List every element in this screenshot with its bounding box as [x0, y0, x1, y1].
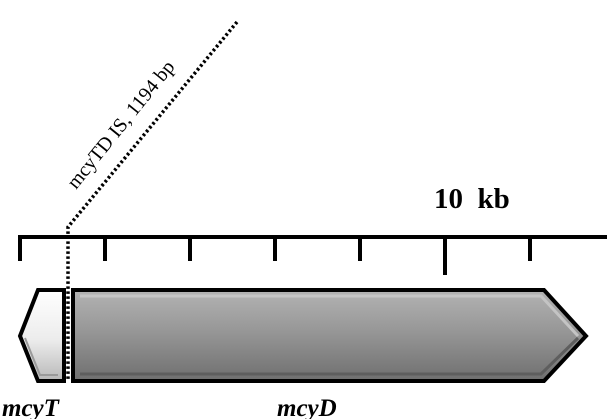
gene-arrows: mcyT mcyD — [2, 288, 589, 419]
insertion-label: mcyTD IS, 1194 bp — [63, 56, 180, 193]
gene-arrow-mcyD-bevel — [80, 294, 580, 338]
gene-label-mcyT: mcyT — [2, 395, 61, 419]
gene-arrow-mcyD-shadow — [80, 336, 580, 376]
gene-arrow-mcyT-shadow — [24, 337, 58, 376]
gene-arrow-mcyT — [17, 288, 66, 383]
scale-bar: 10 kb — [18, 183, 607, 275]
gene-label-mcyD: mcyD — [277, 395, 337, 419]
insertion-dotted-line — [66, 20, 239, 381]
gene-arrow-mcyD — [71, 288, 589, 383]
scale-label: 10 kb — [434, 183, 510, 215]
